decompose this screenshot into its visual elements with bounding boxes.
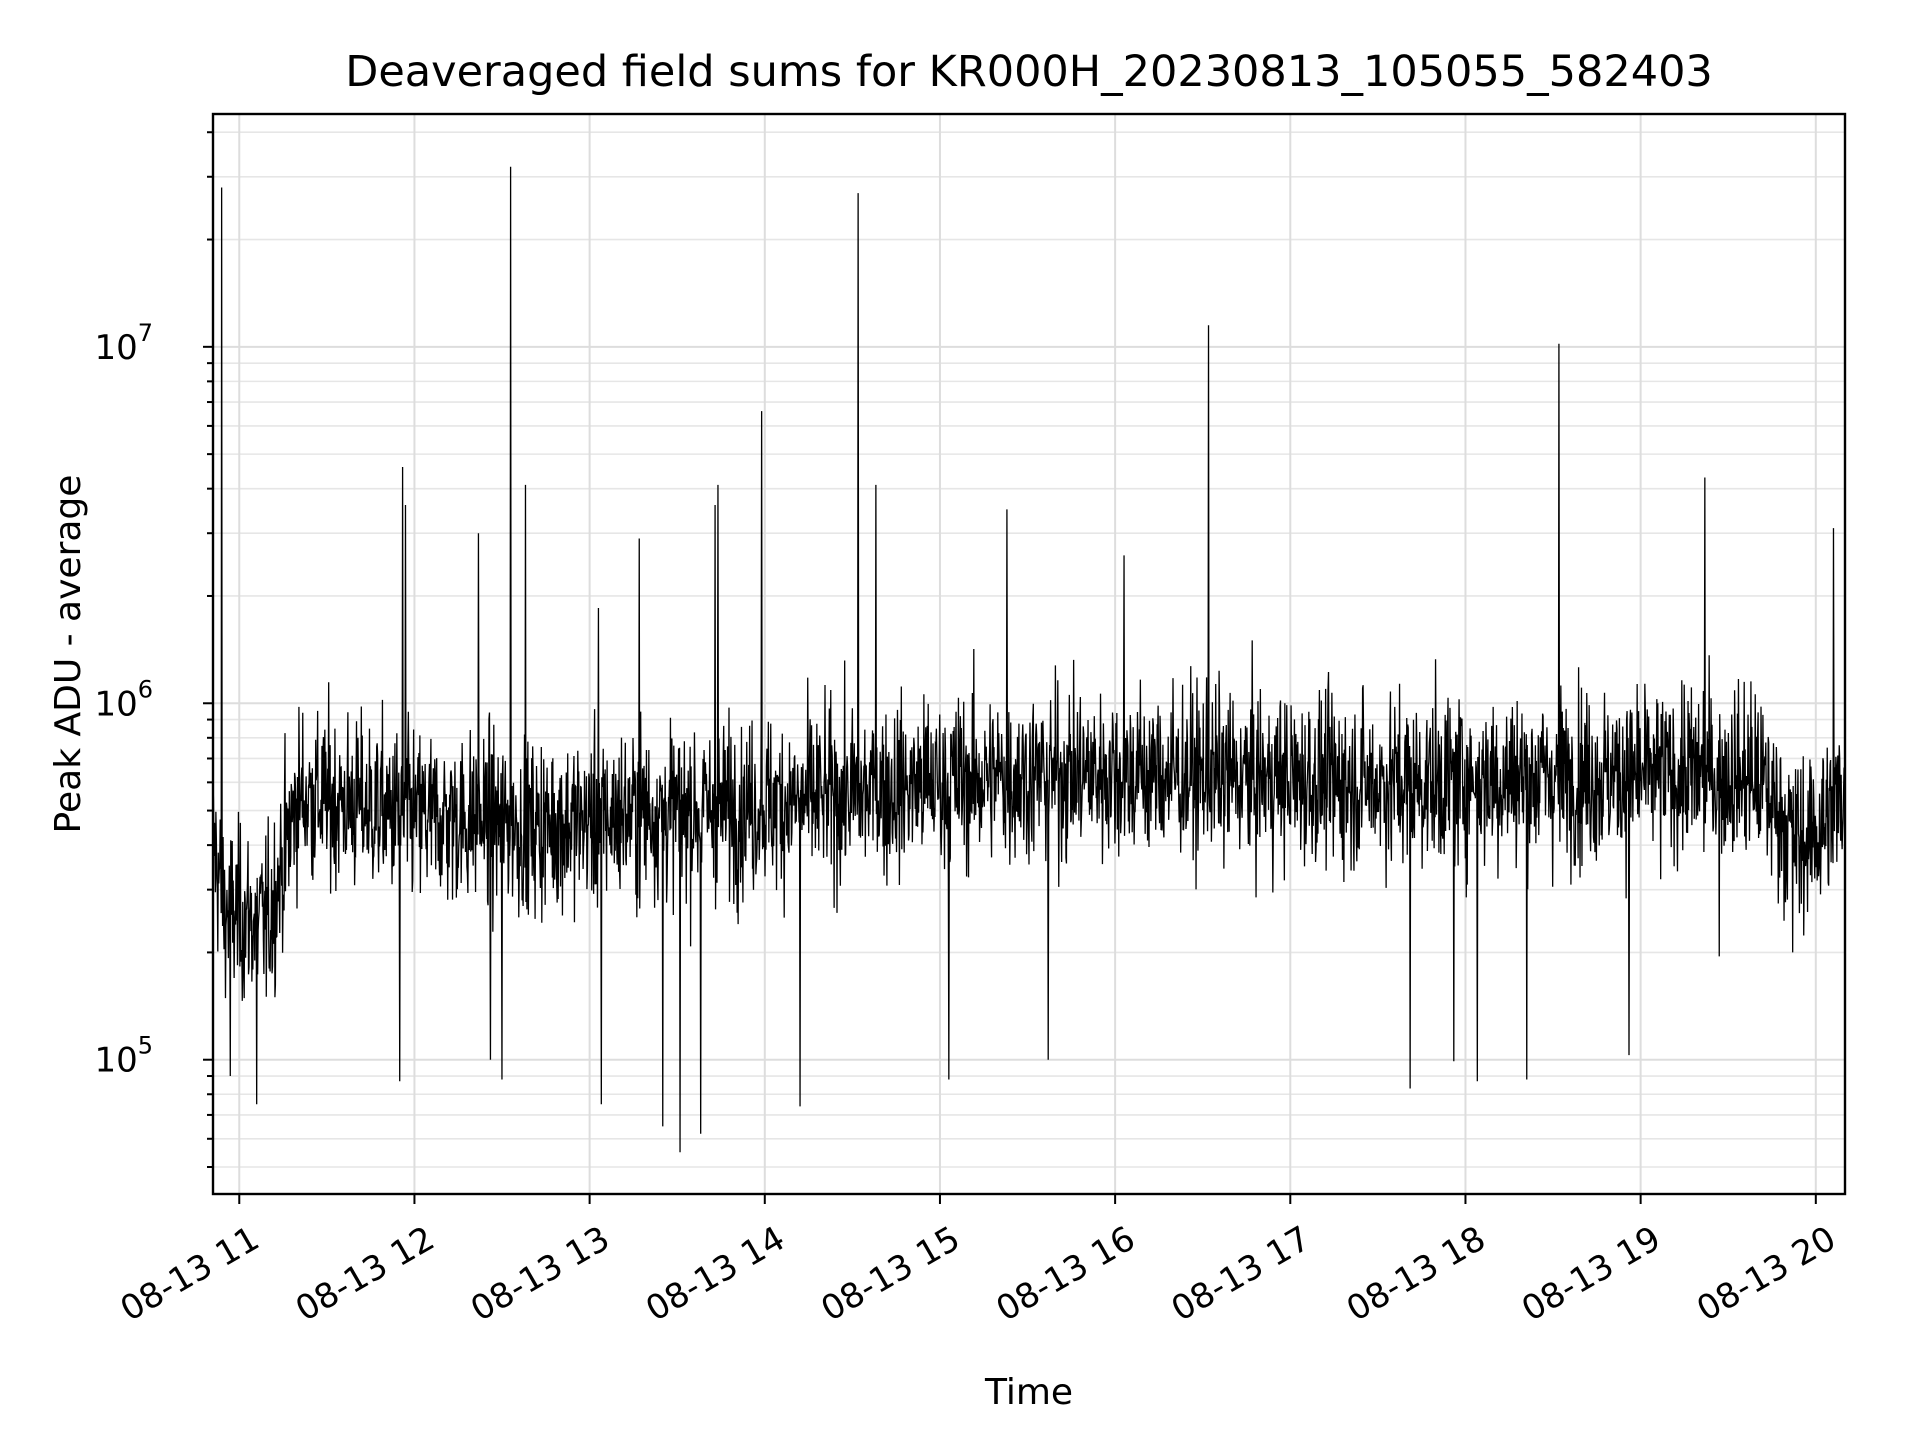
series-line	[212, 166, 1846, 1153]
axis-ticks	[203, 131, 1817, 1204]
plot-frame	[211, 112, 1847, 1196]
y-tick-label-exponent: 7	[138, 319, 153, 347]
x-axis-label: Time	[984, 1372, 1073, 1413]
data-series	[212, 166, 1846, 1153]
y-tick-label-base: 10	[94, 328, 137, 368]
chart-title: Deaveraged field sums for KR000H_2023081…	[345, 47, 1713, 97]
y-tick-label-base: 10	[94, 1041, 137, 1081]
y-tick-label-base: 10	[94, 684, 137, 724]
y-axis-label: Peak ADU - average	[48, 475, 89, 834]
y-tick-label-exponent: 6	[138, 675, 153, 703]
y-tick-label: 106	[94, 675, 153, 724]
y-tick-label: 107	[94, 319, 153, 368]
y-tick-label: 105	[94, 1032, 153, 1081]
y-tick-label-exponent: 5	[138, 1032, 153, 1060]
